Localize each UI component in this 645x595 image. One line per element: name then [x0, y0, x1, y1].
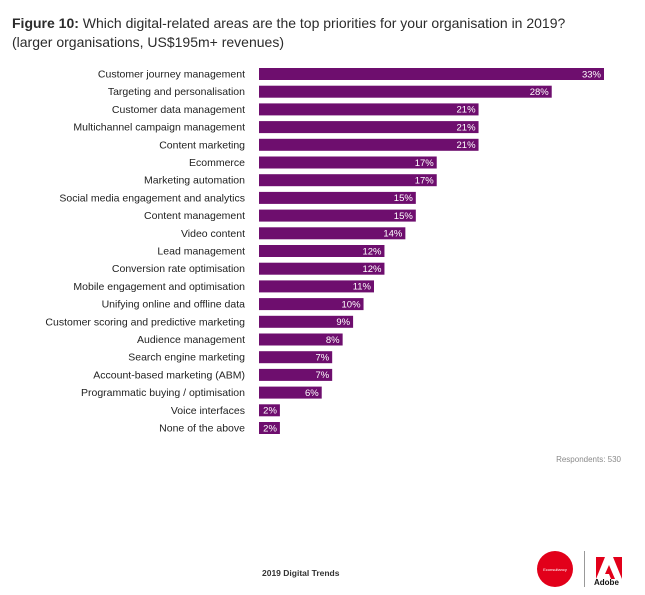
value-label: 21% [457, 105, 477, 116]
bar [259, 315, 354, 328]
bar [259, 333, 343, 346]
category-label: Marketing automation [144, 175, 245, 187]
logo-divider [584, 551, 585, 587]
category-label: Customer scoring and predictive marketin… [45, 316, 245, 328]
category-label: Account-based marketing (ABM) [93, 369, 245, 381]
bar [259, 245, 385, 257]
bar [259, 174, 437, 187]
bar [259, 404, 280, 417]
value-label: 15% [394, 211, 414, 222]
category-label: Video content [181, 228, 245, 240]
bar [259, 351, 333, 364]
value-label: 11% [353, 282, 372, 293]
category-label: Ecommerce [189, 157, 245, 169]
figure-question: Which digital-related areas are the top … [82, 15, 566, 31]
value-label: 15% [394, 193, 414, 204]
value-label: 2% [263, 406, 277, 417]
category-label: Audience management [137, 334, 245, 346]
value-label: 7% [315, 370, 329, 381]
econsultancy-logo-text: Econsultancy [543, 566, 567, 572]
category-label: None of the above [159, 423, 245, 435]
category-label: Voice interfaces [171, 405, 245, 417]
value-label: 7% [315, 353, 329, 364]
value-label: 17% [415, 158, 435, 169]
category-label: Mobile engagement and optimisation [73, 281, 245, 293]
value-label: 21% [457, 122, 477, 133]
category-label: Social media engagement and analytics [59, 192, 245, 204]
bar [259, 138, 479, 151]
value-label: 2% [263, 423, 277, 434]
adobe-logo-icon [596, 557, 622, 579]
category-label: Search engine marketing [128, 352, 245, 364]
bar [259, 68, 604, 80]
figure-title: Figure 10: Which digital-related areas a… [12, 14, 632, 52]
bar [259, 209, 416, 222]
category-label: Customer data management [112, 104, 245, 116]
category-label: Lead management [157, 246, 245, 258]
value-label: 17% [415, 176, 435, 187]
category-label: Customer journey management [98, 69, 245, 81]
value-label: 6% [305, 388, 319, 399]
bar [259, 298, 364, 311]
bar [259, 368, 333, 381]
value-label: 9% [336, 317, 350, 328]
bar [259, 85, 552, 98]
category-label: Unifying online and offline data [102, 299, 246, 311]
value-label: 10% [342, 299, 362, 310]
figure-number: Figure 10: [12, 15, 79, 31]
bar [259, 280, 374, 293]
bar [259, 103, 479, 116]
value-label: 33% [582, 69, 602, 80]
value-label: 12% [362, 246, 382, 257]
respondents-note: Respondents: 530 [556, 455, 621, 464]
bar [259, 121, 479, 134]
bar [259, 191, 416, 204]
value-label: 28% [530, 87, 550, 98]
category-label: Content marketing [159, 139, 245, 151]
bar-chart: Customer journey management 33% Targeting … [45, 68, 604, 435]
report-title: 2019 Digital Trends [262, 568, 340, 578]
category-label: Programmatic buying / optimisation [81, 387, 245, 399]
figure-subtitle: (larger organisations, US$195m+ revenues… [12, 34, 284, 50]
value-label: 8% [326, 335, 340, 346]
value-label: 12% [362, 264, 382, 275]
bar [259, 227, 406, 240]
adobe-wordmark: Adobe [594, 578, 619, 587]
econsultancy-logo: Econsultancy [537, 551, 573, 587]
bar [259, 386, 322, 399]
category-label: Multichannel campaign management [73, 122, 245, 134]
value-label: 21% [457, 140, 477, 151]
value-label: 14% [383, 229, 403, 240]
category-label: Targeting and personalisation [108, 86, 245, 98]
category-label: Content management [144, 210, 245, 222]
bar [259, 156, 437, 169]
bar [259, 262, 385, 275]
bar [259, 422, 280, 434]
category-label: Conversion rate optimisation [112, 263, 245, 275]
